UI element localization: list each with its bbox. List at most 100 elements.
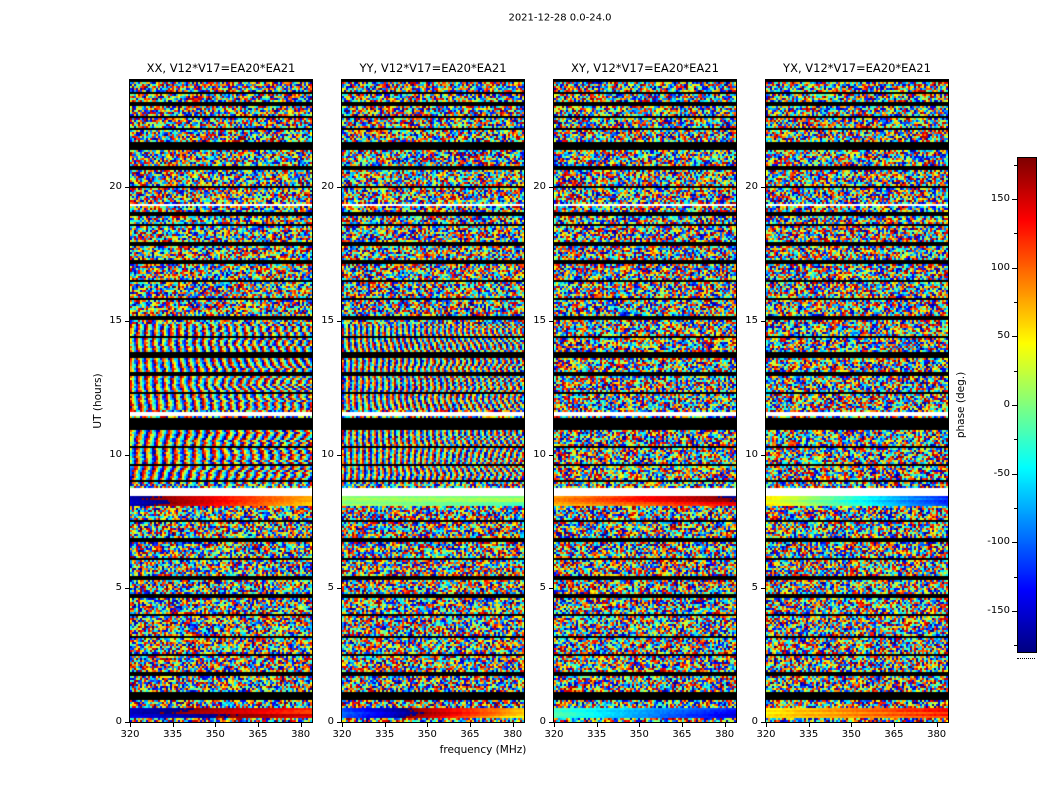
x-tick-label: 365 <box>248 729 268 740</box>
x-tick-mark <box>596 723 598 727</box>
y-tick-label: 5 <box>327 582 334 594</box>
colorbar-minor-tick-mark <box>1014 370 1017 372</box>
y-tick-label: 15 <box>321 314 334 326</box>
y-tick-label: 20 <box>745 181 758 192</box>
y-tick-label: 15 <box>533 314 546 326</box>
y-tick-label: 15 <box>745 314 758 326</box>
colorbar-tick-mark <box>1012 473 1017 475</box>
panel-title-xx: XX, V12*V17=EA20*EA21 <box>146 61 296 75</box>
y-tick-mark <box>549 722 553 723</box>
x-tick-label: 365 <box>884 729 904 740</box>
x-tick-label: 350 <box>841 729 861 740</box>
x-tick-mark <box>427 723 429 727</box>
y-tick-label: 5 <box>115 582 122 594</box>
colorbar-tick-mark <box>1012 610 1017 612</box>
x-tick-label: 365 <box>460 729 480 740</box>
y-tick-mark <box>337 454 341 456</box>
y-tick-label: 5 <box>539 582 546 594</box>
y-tick-label: 0 <box>115 716 122 727</box>
panel-title-yy: YY, V12*V17=EA20*EA21 <box>359 61 507 75</box>
y-tick-mark <box>761 454 765 456</box>
y-tick-mark <box>337 320 341 322</box>
x-tick-label: 320 <box>120 729 140 740</box>
colorbar-tick-mark <box>1012 267 1017 269</box>
heatmap-canvas-xx <box>130 80 312 722</box>
y-tick-label: 0 <box>327 716 334 727</box>
y-tick-mark <box>761 588 765 590</box>
x-tick-mark <box>851 723 853 727</box>
colorbar-tick-label: 0 <box>1003 399 1010 410</box>
heatmap-panel-yy <box>341 79 525 723</box>
x-tick-mark <box>469 723 471 727</box>
colorbar-minor-tick-mark <box>1014 645 1017 647</box>
y-tick-mark <box>761 320 765 322</box>
x-tick-mark <box>257 723 259 727</box>
x-tick-label: 350 <box>205 729 225 740</box>
x-tick-label: 350 <box>629 729 649 740</box>
y-tick-label: 15 <box>109 314 122 326</box>
x-tick-label: 380 <box>927 729 947 740</box>
y-tick-mark <box>549 454 553 456</box>
colorbar <box>1017 157 1037 653</box>
colorbar-tick-label: 150 <box>990 193 1010 205</box>
y-tick-label: 20 <box>533 181 546 192</box>
colorbar-minor-tick-mark <box>1014 164 1017 166</box>
y-tick-mark <box>125 187 129 188</box>
y-tick-mark <box>549 320 553 322</box>
colorbar-minor-tick-mark <box>1014 302 1017 304</box>
y-tick-label: 5 <box>751 582 758 594</box>
y-tick-mark <box>337 588 341 590</box>
y-tick-mark <box>761 187 765 188</box>
x-tick-label: 365 <box>672 729 692 740</box>
y-tick-label: 0 <box>751 716 758 727</box>
y-tick-mark <box>337 722 341 723</box>
y-tick-label: 10 <box>321 448 334 460</box>
x-tick-mark <box>936 723 938 727</box>
y-tick-mark <box>337 187 341 188</box>
x-tick-label: 380 <box>715 729 735 740</box>
x-tick-mark <box>766 723 767 727</box>
colorbar-minor-tick-mark <box>1014 507 1017 509</box>
y-tick-mark <box>549 588 553 590</box>
colorbar-minor-tick-mark <box>1014 233 1017 235</box>
colorbar-extend-dashes <box>1017 658 1035 659</box>
x-tick-mark <box>724 723 726 727</box>
x-tick-mark <box>130 723 131 727</box>
y-tick-label: 10 <box>533 448 546 460</box>
colorbar-tick-label: 100 <box>990 261 1010 273</box>
y-tick-mark <box>125 722 129 723</box>
colorbar-minor-tick-mark <box>1014 439 1017 441</box>
x-tick-label: 320 <box>756 729 776 740</box>
y-tick-mark <box>761 722 765 723</box>
panel-title-yx: YX, V12*V17=EA20*EA21 <box>783 61 931 75</box>
y-tick-mark <box>125 320 129 322</box>
panel-title-xy: XY, V12*V17=EA20*EA21 <box>571 61 719 75</box>
colorbar-tick-label: 50 <box>997 330 1010 342</box>
x-tick-mark <box>384 723 386 727</box>
heatmap-canvas-xy <box>554 80 736 722</box>
heatmap-panel-xy <box>553 79 737 723</box>
x-tick-label: 335 <box>799 729 819 740</box>
x-tick-mark <box>808 723 810 727</box>
colorbar-tick-mark <box>1012 336 1017 338</box>
colorbar-tick-label: -50 <box>993 467 1010 479</box>
x-tick-mark <box>512 723 514 727</box>
y-tick-mark <box>125 588 129 590</box>
colorbar-tick-label: -100 <box>987 536 1010 548</box>
x-tick-label: 380 <box>503 729 523 740</box>
colorbar-canvas <box>1018 158 1036 652</box>
y-tick-label: 0 <box>539 716 546 727</box>
x-tick-mark <box>639 723 641 727</box>
x-tick-mark <box>215 723 217 727</box>
y-tick-label: 20 <box>109 181 122 192</box>
x-tick-label: 350 <box>417 729 437 740</box>
colorbar-minor-tick-mark <box>1014 576 1017 578</box>
x-tick-mark <box>681 723 683 727</box>
colorbar-tick-mark <box>1012 542 1017 544</box>
heatmap-panel-xx <box>129 79 313 723</box>
colorbar-tick-mark <box>1012 405 1017 406</box>
x-tick-mark <box>172 723 174 727</box>
figure-title: 2021-12-28 0.0-24.0 <box>508 12 612 24</box>
x-tick-label: 320 <box>332 729 352 740</box>
